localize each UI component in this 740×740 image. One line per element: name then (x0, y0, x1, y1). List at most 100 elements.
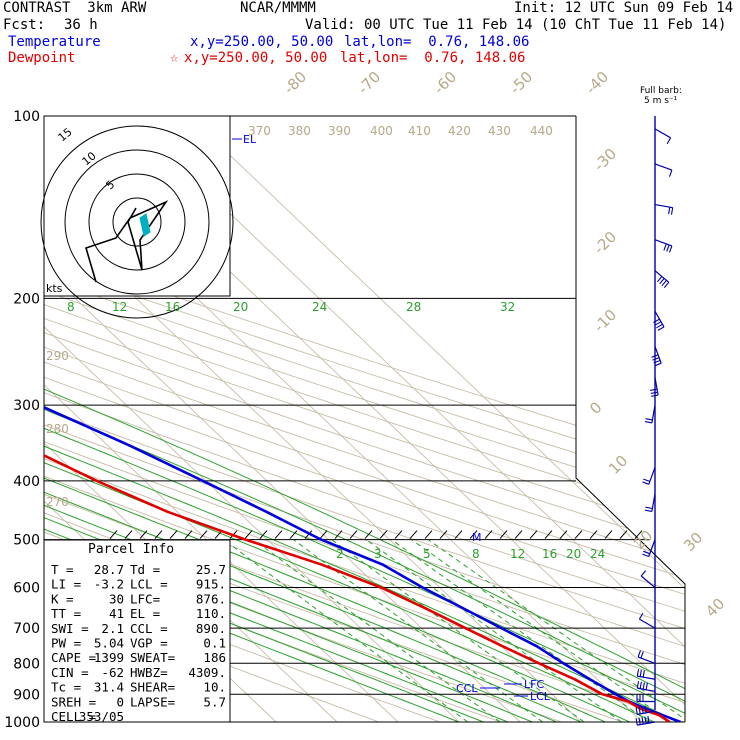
wind-barb-flag (635, 718, 638, 726)
isotherm-line (66, 116, 685, 722)
wind-barb-flag (645, 682, 648, 690)
hatch-mark (424, 530, 433, 539)
wind-barb (654, 346, 662, 364)
isotherm-label: -20 (590, 228, 620, 258)
dry-adiabat-line (44, 116, 379, 722)
isotherm-label: -80 (280, 68, 310, 98)
isotherm-line (127, 116, 685, 722)
wind-barb-flag (661, 279, 667, 287)
parcel-info-cell: CCL = (130, 621, 168, 636)
theta-label: 400 (370, 124, 393, 138)
hatch-mark (559, 530, 568, 539)
isotherm-label: -60 (430, 68, 460, 98)
parcel-info-cell: 28.7 (94, 562, 124, 577)
parcel-info-cell: SHEAR= (130, 680, 175, 695)
wind-barb-flag (650, 388, 658, 391)
parcel-info-cell: T = (51, 562, 74, 577)
parcel-info-cell: 0.1 (203, 636, 226, 651)
hatch-mark (394, 530, 403, 539)
dewpoint-profile-line (44, 116, 671, 722)
pressure-tick-label: 100 (13, 109, 40, 125)
wind-barb-flag (644, 421, 653, 424)
header: CONTRAST 3km ARW NCAR/MMMM Init: 12 UTC … (0, 0, 740, 70)
dewpoint-legend: Dewpoint (8, 50, 76, 66)
moist-adiabat-line (44, 222, 606, 722)
wind-barb-flag (639, 669, 642, 677)
dewpoint-xy: x,y=250.00, 50.00 (184, 50, 328, 66)
parcel-info-cell: 876. (196, 591, 226, 606)
wind-barb-flag (654, 362, 662, 367)
parcel-info-cell: VGP = (130, 636, 168, 651)
dry-adiabat-line (44, 116, 685, 722)
wind-barb-flag (641, 706, 644, 714)
hatch-mark (529, 530, 538, 539)
wind-barb-flag (663, 281, 670, 288)
moist-adiabat-line (44, 222, 685, 722)
isotherm-label: -70 (354, 68, 384, 98)
theta-label: 440 (530, 124, 553, 138)
hatch-mark (259, 530, 268, 539)
wind-barb-flag (645, 506, 653, 510)
mixing-ratio-line (411, 539, 672, 722)
hodograph-frame (43, 115, 231, 297)
wind-barb (654, 163, 673, 171)
mixing-ratio-label: 20 (566, 547, 581, 561)
parcel-info-cell: 25.7 (196, 562, 226, 577)
moist-adiabat-line (44, 222, 631, 722)
wind-barb-flag (640, 570, 647, 577)
theta-label: 420 (448, 124, 471, 138)
hatch-mark (109, 530, 118, 539)
temperature-xy: x,y=250.00, 50.00 (190, 34, 334, 50)
parcel-info-cell: 915. (196, 577, 226, 592)
temperature-legend: Temperature (8, 34, 101, 50)
pressure-tick-label: 800 (13, 656, 40, 672)
hatch-mark (274, 530, 283, 539)
hatch-mark (589, 530, 598, 539)
m-label: M (472, 531, 482, 544)
hatch-mark (574, 530, 583, 539)
dry-adiabat-line (44, 116, 685, 722)
wind-barb-flag (663, 243, 667, 251)
isotherm-line (44, 116, 643, 722)
center-label: NCAR/MMMM (240, 0, 316, 16)
mixing-ratio-label: 16 (165, 300, 180, 314)
mixing-ratio-line (223, 539, 468, 722)
theta-label: 380 (288, 124, 311, 138)
wind-barb-flag (638, 612, 644, 620)
theta-label: 390 (328, 124, 351, 138)
dry-adiabat-line (44, 116, 685, 722)
wind-barb-flag (636, 681, 640, 689)
wind-barb-flag (668, 169, 673, 177)
wind-barb-flag (640, 651, 644, 659)
wind-barb-flag (670, 207, 674, 215)
theta-label: 370 (248, 124, 271, 138)
wind-barb-flag (647, 716, 650, 724)
parcel-info-cell: LCL = (130, 577, 168, 592)
wind-barb-flag (656, 276, 663, 283)
parcel-info-cell: 30 (109, 591, 124, 606)
dry-adiabat-line (44, 116, 440, 722)
wind-barb (651, 405, 656, 424)
fcst-value: 36 h (64, 17, 98, 33)
wind-barb-flag (656, 323, 663, 329)
theta-label: 430 (488, 124, 511, 138)
hatch-mark (379, 530, 388, 539)
isotherm-label: 20 (630, 527, 656, 553)
dry-adiabat-line (44, 116, 685, 722)
wind-barb-flag (644, 716, 647, 724)
hatch-mark (349, 530, 358, 539)
wind-barb-flag (651, 354, 659, 358)
hatch-mark (514, 530, 523, 539)
wind-barb (637, 675, 656, 680)
wind-barb-flag (639, 681, 642, 689)
isotherm-line (44, 116, 460, 722)
parcel-info-cell: 0 (116, 694, 124, 709)
hatch-mark (334, 530, 343, 539)
isotherm-label: 0 (586, 398, 605, 417)
parcel-info-cell: SREH = (51, 694, 96, 709)
temperature-profile-line (44, 116, 681, 722)
wind-barb (654, 128, 671, 139)
wind-barb-flag (659, 278, 665, 285)
wind-barb (651, 493, 656, 512)
hodograph-ring (88, 173, 186, 271)
